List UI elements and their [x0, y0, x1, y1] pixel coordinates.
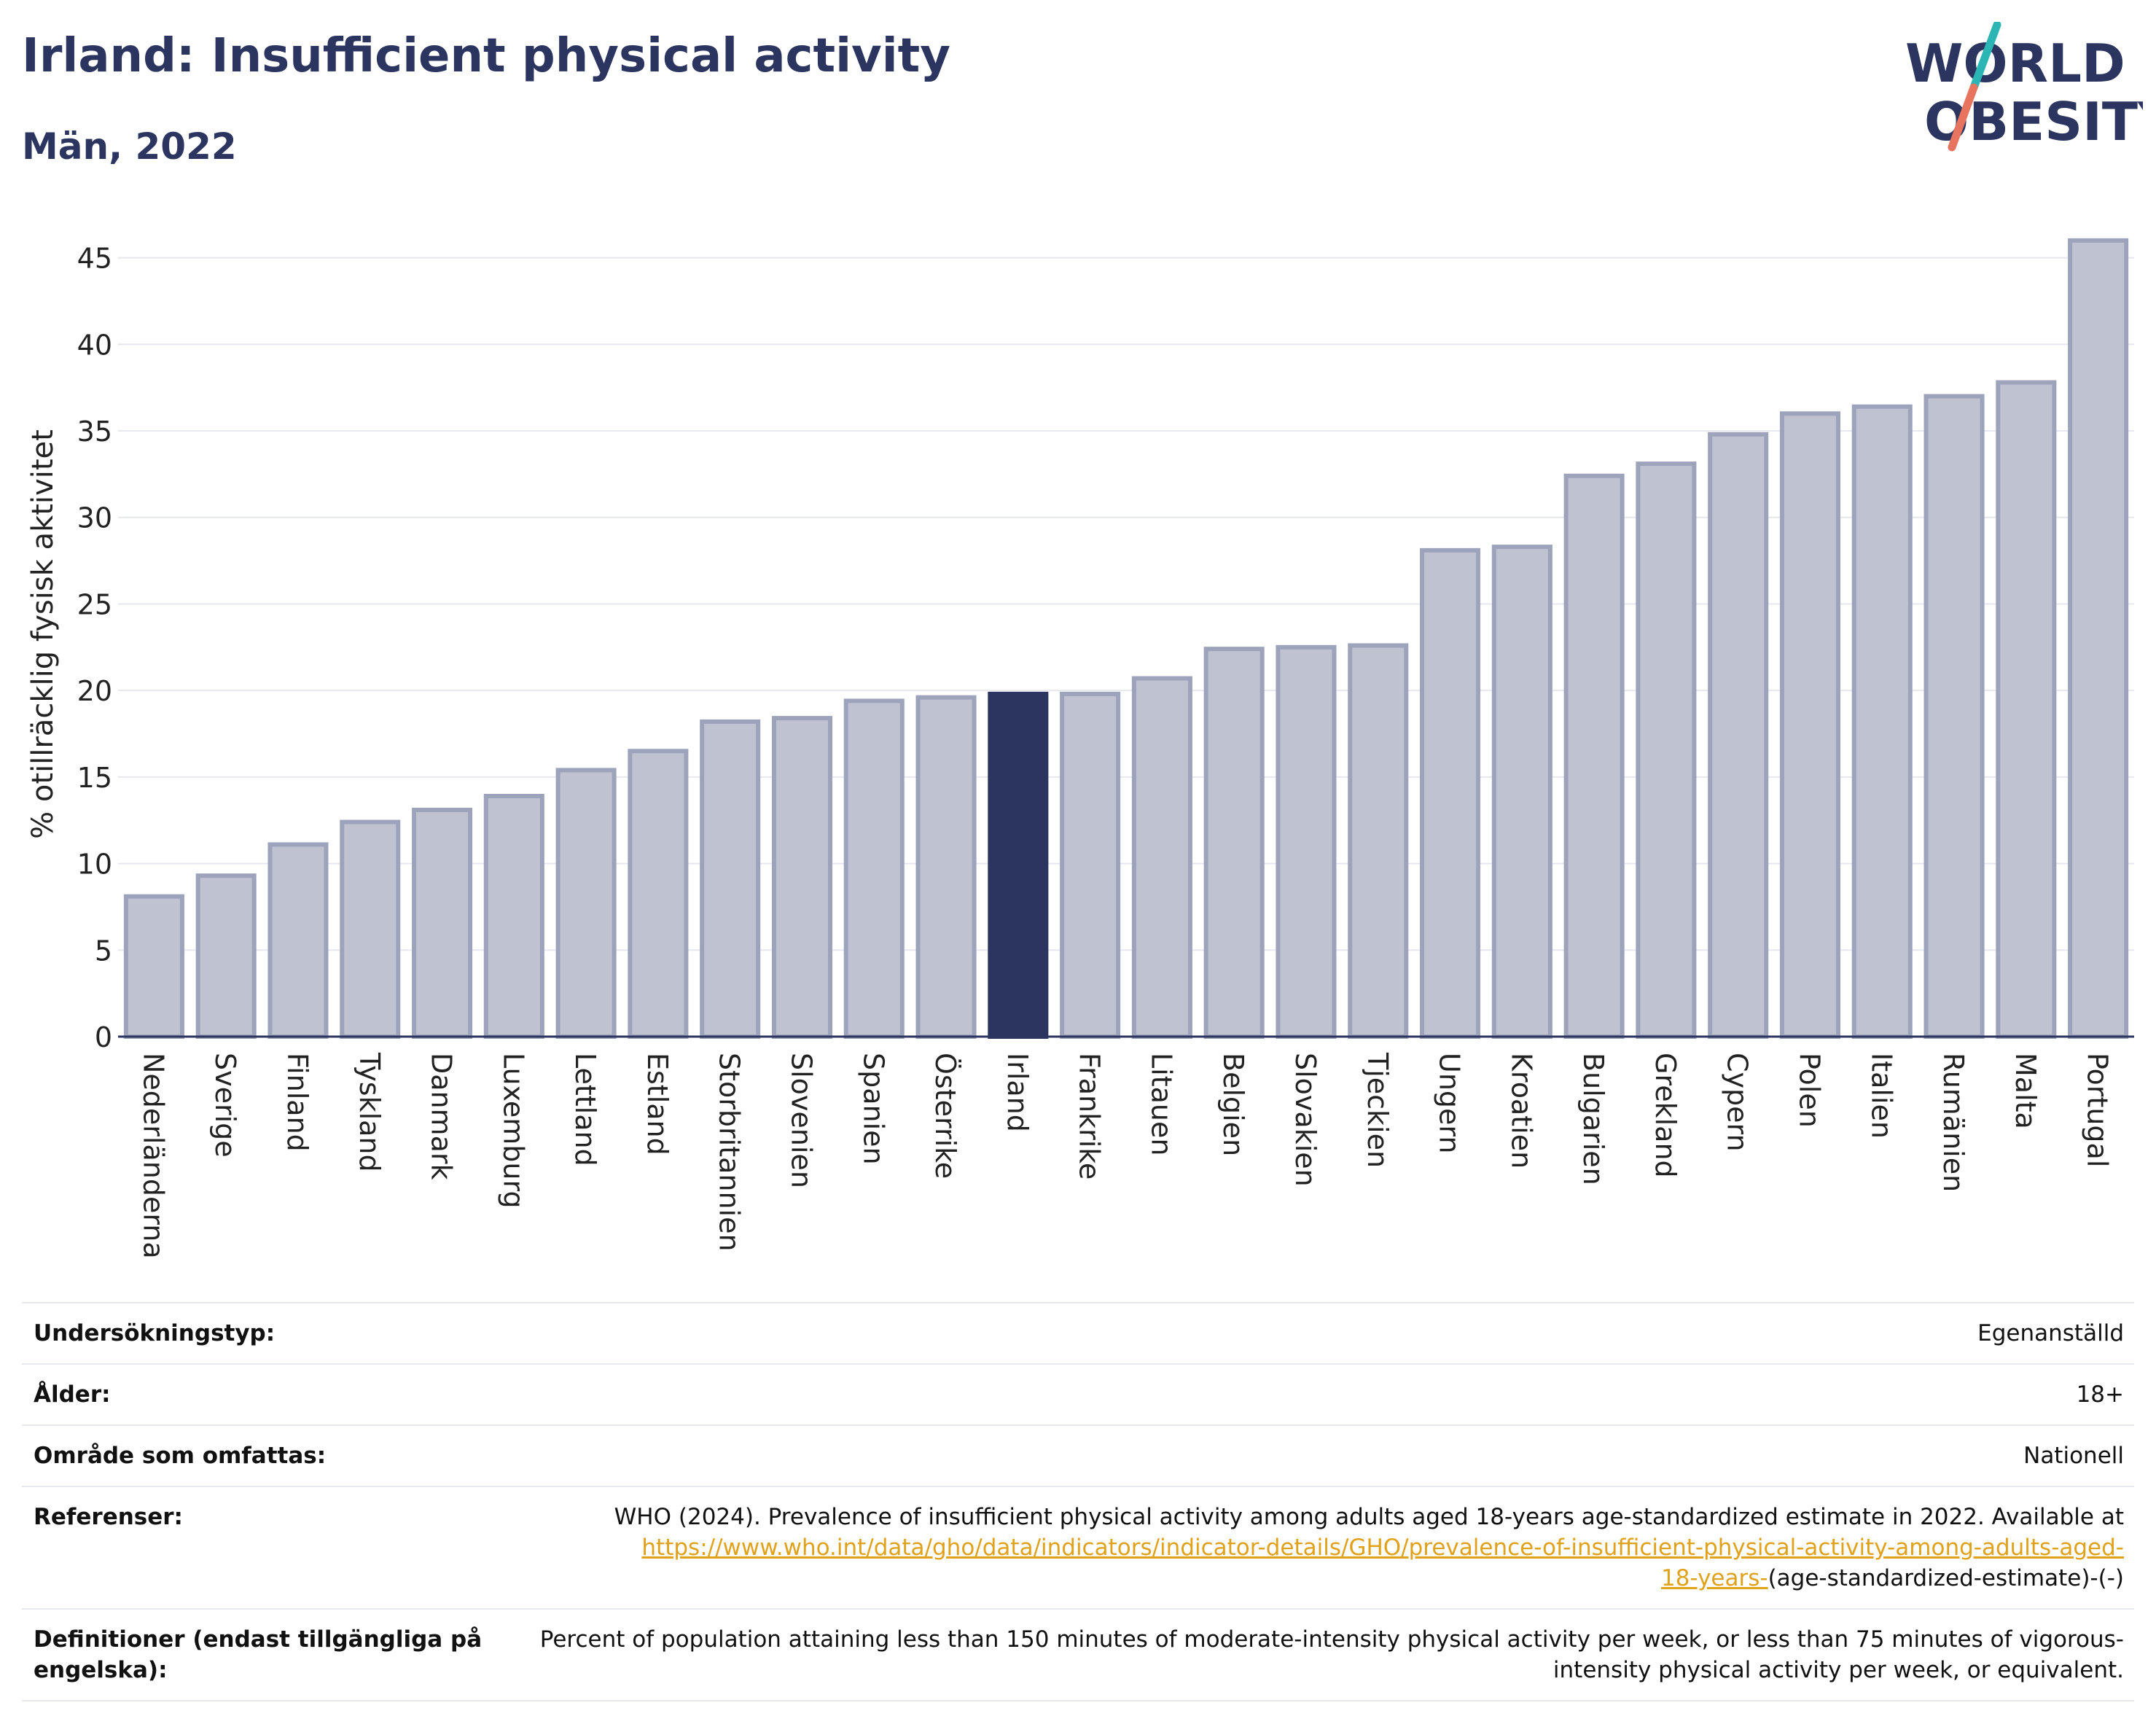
y-tick-label: 25 — [77, 588, 112, 620]
x-tick-label: Slovenien — [785, 1053, 817, 1188]
bar-chart: 0 5 10 15 20 25 30 35 40 45 Nederländerna Sverige F… — [26, 238, 2134, 1259]
logo-line1: WORLD — [1905, 33, 2125, 94]
reference-link-part1: https://www.who.int/data/gho/data/indica… — [641, 1535, 2124, 1561]
x-tick-label: Spanien — [857, 1053, 889, 1165]
bars — [123, 238, 2129, 1040]
bar — [267, 842, 329, 1040]
bar — [1851, 404, 1913, 1040]
meta-value: Percent of population attaining less tha… — [525, 1608, 2134, 1701]
reference-suffix: (age-standardized-estimate)-(-) — [1768, 1565, 2124, 1591]
meta-row-survey-type: Undersökningstyp: Egenanställd — [22, 1302, 2134, 1364]
y-axis-label: % otillräcklig fysisk aktivitet — [26, 429, 60, 839]
bar — [915, 695, 977, 1040]
x-tick-label: Lettland — [569, 1053, 601, 1166]
x-tick-label: Portugal — [2082, 1053, 2114, 1167]
bar — [1491, 545, 1552, 1040]
reference-link[interactable]: https://www.who.int/data/gho/data/indica… — [641, 1535, 2124, 1591]
meta-row-age: Ålder: 18+ — [22, 1363, 2134, 1425]
meta-label: Område som omfattas: — [22, 1424, 525, 1486]
y-tick-label: 30 — [77, 502, 112, 534]
bar — [700, 719, 761, 1040]
meta-row-definitions: Definitioner (endast tillgängliga på eng… — [22, 1608, 2134, 1701]
x-tick-label: Storbritannien — [714, 1053, 746, 1252]
x-tick-label: Frankrike — [1074, 1053, 1106, 1180]
x-tick-label: Cypern — [1722, 1053, 1754, 1152]
y-tick-label: 35 — [77, 416, 112, 448]
x-tick-label: Nederländerna — [137, 1053, 169, 1259]
bar — [988, 691, 1049, 1039]
x-tick-label: Ungern — [1434, 1053, 1466, 1153]
x-tick-label: Luxemburg — [497, 1053, 529, 1209]
y-tick-label: 10 — [77, 849, 112, 881]
bar — [1348, 643, 1409, 1039]
x-tick-label: Danmark — [426, 1053, 458, 1180]
bar — [555, 768, 617, 1039]
meta-label: Definitioner (endast tillgängliga på eng… — [22, 1608, 525, 1701]
y-tick-label: 0 — [95, 1021, 112, 1053]
bar — [843, 698, 905, 1039]
chart-subtitle: Män, 2022 — [22, 125, 237, 168]
x-tick-label: Kroatien — [1505, 1053, 1537, 1169]
x-tick-label: Belgien — [1217, 1053, 1249, 1156]
y-tick-label: 15 — [77, 762, 112, 794]
bar — [412, 807, 473, 1039]
bar — [2068, 238, 2129, 1039]
y-tick-label: 5 — [95, 935, 112, 967]
meta-value: WHO (2024). Prevalence of insufficient p… — [525, 1486, 2134, 1609]
chart-title: Irland: Insufficient physical activity — [22, 29, 950, 83]
x-tick-label: Estland — [641, 1053, 673, 1155]
meta-row-references: Referenser: WHO (2024). Prevalence of in… — [22, 1486, 2134, 1609]
meta-value: Egenanställd — [525, 1302, 2134, 1364]
x-tick-label: Tyskland — [354, 1052, 386, 1172]
bar — [1060, 691, 1121, 1039]
y-tick-label: 40 — [77, 329, 112, 361]
x-tick-label: Italien — [1865, 1053, 1897, 1139]
bar — [1131, 676, 1192, 1039]
y-tick-label: 20 — [77, 675, 112, 707]
bar — [1708, 432, 1769, 1039]
x-tick-label: Sverige — [209, 1053, 241, 1158]
logo-slash-top — [1969, 22, 2001, 92]
reference-link-part2: 18-years- — [1660, 1565, 1768, 1591]
bar — [195, 873, 257, 1040]
x-tick-label: Finland — [281, 1053, 313, 1152]
bar — [483, 793, 544, 1040]
x-tick-label: Litauen — [1145, 1053, 1177, 1155]
bar — [1563, 473, 1625, 1039]
meta-label: Referenser: — [22, 1486, 525, 1609]
meta-label: Undersökningstyp: — [22, 1302, 525, 1364]
x-tick-label: Österrike — [929, 1053, 961, 1179]
meta-row-coverage: Område som omfattas: Nationell — [22, 1424, 2134, 1486]
meta-value: 18+ — [525, 1363, 2134, 1425]
meta-label: Ålder: — [22, 1363, 525, 1425]
bar — [1996, 380, 2057, 1040]
bar — [1203, 647, 1265, 1039]
x-tick-label: Polen — [1793, 1053, 1825, 1128]
x-axis-ticks: Nederländerna Sverige Finland Tyskland Danma… — [137, 1052, 2113, 1259]
bar — [771, 716, 832, 1039]
x-tick-label: Irland — [1001, 1053, 1034, 1132]
x-tick-label: Slovakien — [1289, 1053, 1321, 1187]
bar — [1923, 394, 1985, 1039]
bar — [1420, 547, 1481, 1039]
bar — [123, 894, 184, 1039]
metadata-table: Undersökningstyp: Egenanställd Ålder: 18… — [22, 1302, 2134, 1701]
bar — [1636, 461, 1697, 1040]
y-axis-ticks: 0 5 10 15 20 25 30 35 40 45 — [77, 243, 112, 1053]
x-tick-label: Malta — [2009, 1053, 2042, 1129]
x-tick-label: Tjeckien — [1362, 1052, 1394, 1168]
world-obesity-logo: WORLD OBESITY — [1905, 22, 2143, 152]
bar — [628, 749, 689, 1039]
y-tick-label: 45 — [77, 243, 112, 275]
bar — [340, 819, 401, 1039]
x-tick-label: Bulgarien — [1577, 1053, 1609, 1185]
logo-slash-bottom — [1948, 83, 1978, 152]
bar — [1779, 411, 1840, 1039]
meta-value: Nationell — [525, 1424, 2134, 1486]
reference-text: WHO (2024). Prevalence of insufficient p… — [614, 1504, 2124, 1530]
bar — [1276, 644, 1337, 1039]
x-tick-label: Rumänien — [1937, 1053, 1969, 1192]
x-tick-label: Grekland — [1649, 1053, 1682, 1178]
